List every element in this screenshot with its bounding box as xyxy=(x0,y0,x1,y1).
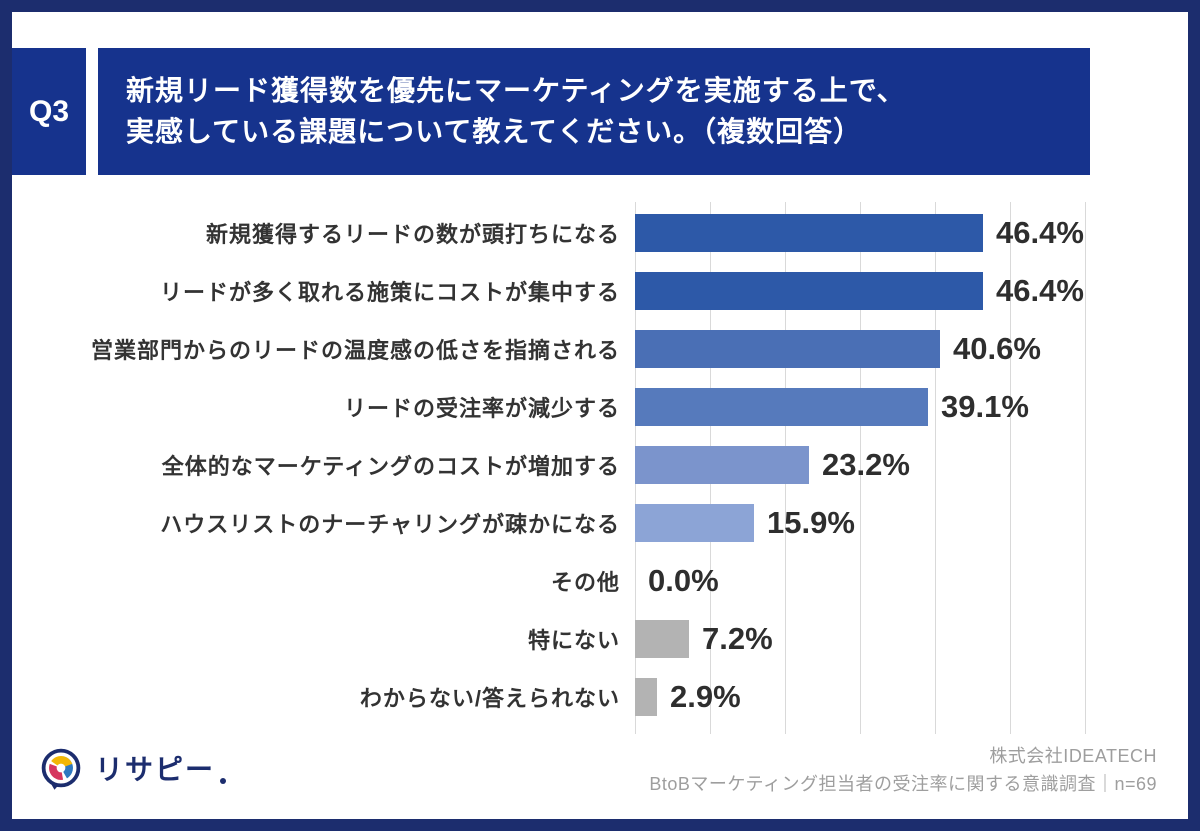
bar-row: 全体的なマーケティングのコストが増加する 23.2% xyxy=(0,436,1200,494)
bar-row: 特にない 7.2% xyxy=(0,610,1200,668)
credit-line-1: 株式会社IDEATECH xyxy=(989,746,1157,766)
q3-badge: Q3 xyxy=(12,48,86,175)
bar-row: 新規獲得するリードの数が頭打ちになる 46.4% xyxy=(0,204,1200,262)
bar xyxy=(635,388,928,426)
bar-row: ハウスリストのナーチャリングが疎かになる 15.9% xyxy=(0,494,1200,552)
category-label: 営業部門からのリードの温度感の低さを指摘される xyxy=(90,338,620,363)
bar xyxy=(635,620,689,658)
value-label: 46.4% xyxy=(996,215,1084,250)
bar-row: リードが多く取れる施策にコストが集中する 46.4% xyxy=(0,262,1200,320)
bar-area: 46.4% xyxy=(635,262,1200,320)
footer-logo: リサピー xyxy=(36,742,227,794)
category-label: わからない/答えられない xyxy=(359,686,620,711)
bar-area: 2.9% xyxy=(635,668,1200,726)
logo-dot xyxy=(220,778,227,784)
bar-chart: 新規獲得するリードの数が頭打ちになる 46.4% リードが多く取れる施策にコスト… xyxy=(0,202,1200,734)
footer-credits: 株式会社IDEATECH BtoBマーケティング担当者の受注率に関する意識調査｜… xyxy=(649,743,1157,799)
value-label: 39.1% xyxy=(941,389,1029,424)
gridline xyxy=(935,202,936,734)
category-label: 全体的なマーケティングのコストが増加する xyxy=(161,454,620,479)
bar xyxy=(635,446,809,484)
bar-area: 7.2% xyxy=(635,610,1200,668)
bar xyxy=(635,214,983,252)
category-label: リードが多く取れる施策にコストが集中する xyxy=(159,280,620,305)
bar-area: 0.0% xyxy=(635,552,1200,610)
title-line-2: 実感している課題について教えてください。（複数回答） xyxy=(126,115,863,147)
value-label: 15.9% xyxy=(767,505,855,540)
gridline xyxy=(1010,202,1011,734)
logo-text: リサピー xyxy=(95,754,216,785)
value-label: 46.4% xyxy=(996,273,1084,308)
title-banner: 新規リード獲得数を優先にマーケティングを実施する上で、 実感している課題について… xyxy=(98,48,1090,175)
bar xyxy=(635,678,657,716)
bar xyxy=(635,330,940,368)
chart-rows: 新規獲得するリードの数が頭打ちになる 46.4% リードが多く取れる施策にコスト… xyxy=(0,204,1200,726)
logo-pin-icon xyxy=(41,748,81,790)
value-label: 40.6% xyxy=(953,331,1041,366)
category-label: 特にない xyxy=(527,628,620,653)
value-label: 7.2% xyxy=(702,621,773,656)
bar-row: リードの受注率が減少する 39.1% xyxy=(0,378,1200,436)
value-label: 2.9% xyxy=(670,679,741,714)
gridline xyxy=(860,202,861,734)
bar-area: 39.1% xyxy=(635,378,1200,436)
category-label: その他 xyxy=(550,570,620,595)
bar xyxy=(635,504,754,542)
credit-line-2: BtoBマーケティング担当者の受注率に関する意識調査｜n=69 xyxy=(649,773,1157,794)
bar-area: 40.6% xyxy=(635,320,1200,378)
bar-area: 46.4% xyxy=(635,204,1200,262)
value-label: 23.2% xyxy=(822,447,910,482)
bar xyxy=(635,272,983,310)
value-label: 0.0% xyxy=(648,563,719,598)
category-label: リードの受注率が減少する xyxy=(343,396,620,421)
bar-row: その他 0.0% xyxy=(0,552,1200,610)
title-line-1: 新規リード獲得数を優先にマーケティングを実施する上で、 xyxy=(126,74,906,106)
bar-row: 営業部門からのリードの温度感の低さを指摘される 40.6% xyxy=(0,320,1200,378)
bar-area: 15.9% xyxy=(635,494,1200,552)
gridline xyxy=(1085,202,1086,734)
bar-row: わからない/答えられない 2.9% xyxy=(0,668,1200,726)
category-label: ハウスリストのナーチャリングが疎かになる xyxy=(160,512,620,537)
bar-area: 23.2% xyxy=(635,436,1200,494)
category-label: 新規獲得するリードの数が頭打ちになる xyxy=(205,222,620,247)
